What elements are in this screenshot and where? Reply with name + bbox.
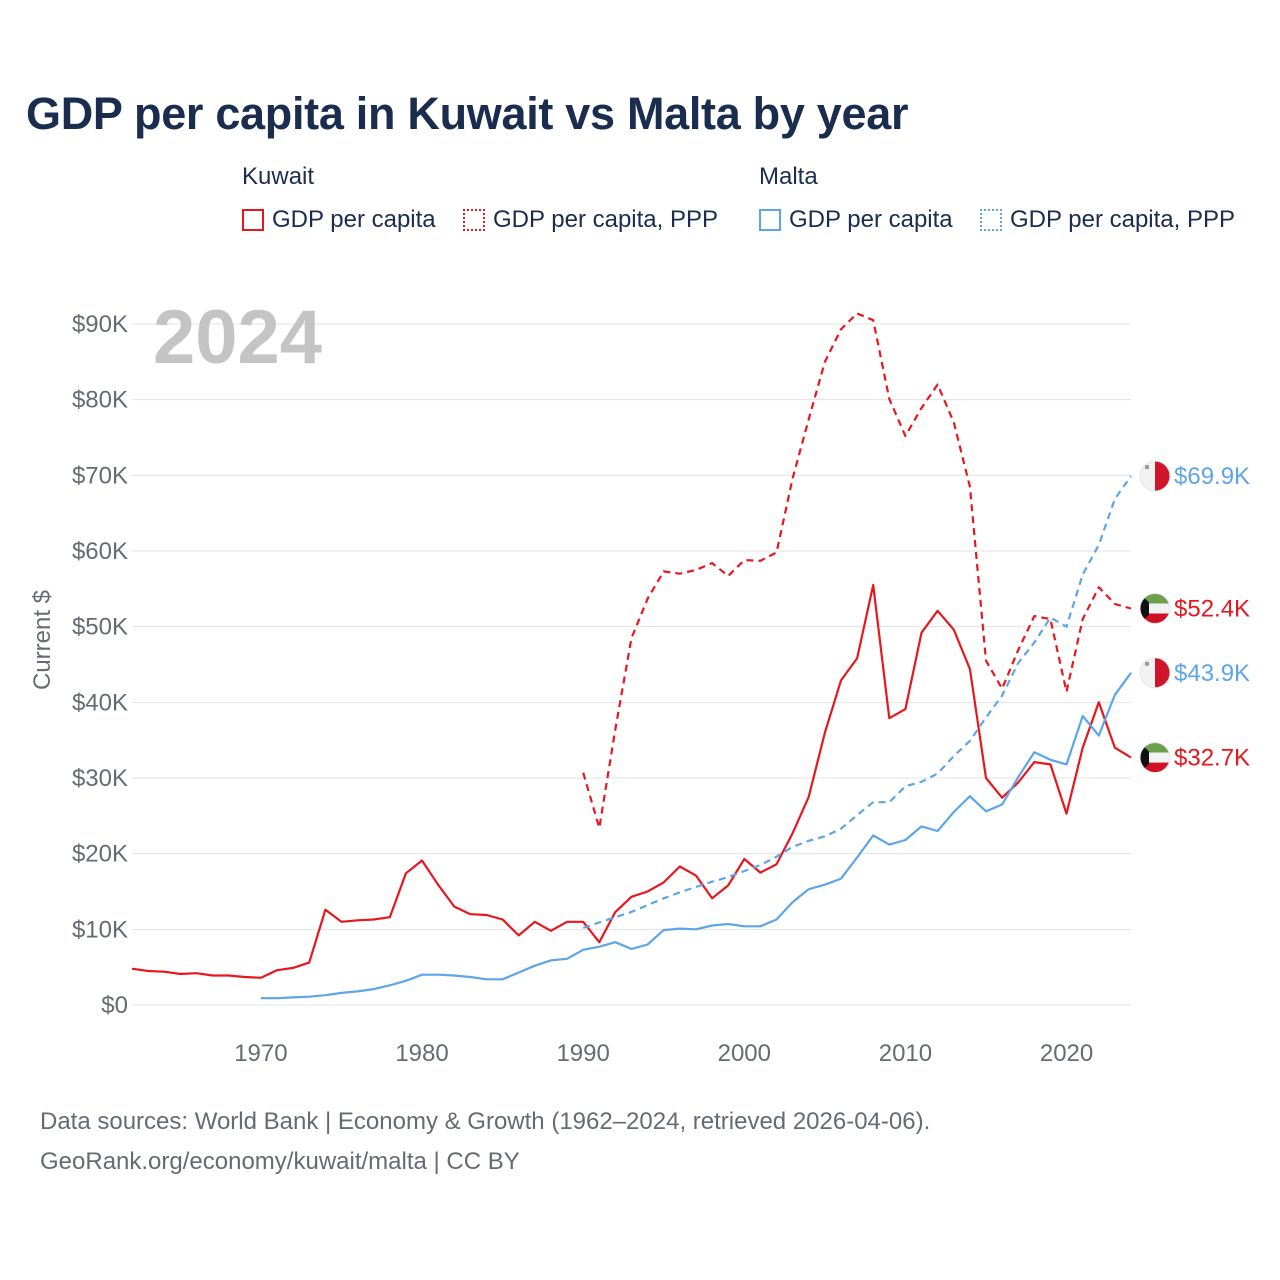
malta-flag-icon bbox=[1139, 657, 1171, 689]
end-value-label: $52.4K bbox=[1174, 596, 1250, 623]
series-line-malta-gdp-per-capita-ppp bbox=[582, 475, 1132, 929]
legend-swatch-malta-gdp-ppp bbox=[980, 209, 1002, 231]
end-labels: $69.9K $52.4K $43.9K $32.7K bbox=[1139, 460, 1250, 774]
footer-sources: Data sources: World Bank | Economy & Gro… bbox=[40, 1108, 931, 1135]
legend-swatch-kuwait-gdp-ppp bbox=[463, 209, 485, 231]
legend-item-kuwait-gdp-ppp[interactable]: GDP per capita, PPP bbox=[463, 205, 718, 235]
end-value-label: $32.7K bbox=[1174, 745, 1250, 772]
y-tick-label: $60K bbox=[72, 538, 128, 565]
legend-label-malta-gdp-ppp: GDP per capita, PPP bbox=[1010, 206, 1235, 233]
legend-label-kuwait-gdp-ppp: GDP per capita, PPP bbox=[493, 206, 718, 233]
x-axis-ticks: 1970 1980 1990 2000 2010 2020 bbox=[234, 1040, 1093, 1067]
y-tick-label: $90K bbox=[72, 311, 128, 338]
series-line-malta-gdp-per-capita bbox=[260, 672, 1132, 1000]
series-line-kuwait-gdp-per-capita bbox=[131, 583, 1132, 979]
legend-item-kuwait-gdp[interactable]: GDP per capita bbox=[242, 205, 436, 235]
legend-label-malta-gdp: GDP per capita bbox=[789, 206, 953, 233]
chart-title: GDP per capita in Kuwait vs Malta by yea… bbox=[26, 88, 909, 139]
legend-swatch-kuwait-gdp bbox=[242, 209, 264, 231]
footer-attribution: GeoRank.org/economy/kuwait/malta | CC BY bbox=[40, 1148, 520, 1175]
x-tick-label: 2020 bbox=[1040, 1040, 1093, 1067]
x-tick-label: 2010 bbox=[879, 1040, 932, 1067]
grid-lines bbox=[132, 323, 1131, 1006]
malta-flag-icon bbox=[1139, 460, 1171, 492]
y-tick-label: $0 bbox=[101, 992, 128, 1019]
series-lines bbox=[131, 312, 1132, 1000]
y-axis-ticks: $0 $10K $20K $30K $40K $50K $60K $70K $80K $90K bbox=[72, 311, 128, 1019]
y-tick-label: $50K bbox=[72, 614, 128, 641]
y-tick-label: $20K bbox=[72, 841, 128, 868]
legend-label-kuwait-gdp: GDP per capita bbox=[272, 206, 436, 233]
x-tick-label: 1970 bbox=[234, 1040, 287, 1067]
legend-item-malta-gdp-ppp[interactable]: GDP per capita, PPP bbox=[980, 205, 1235, 235]
y-tick-label: $40K bbox=[72, 689, 128, 716]
series-line-kuwait-gdp-per-capita-ppp bbox=[582, 312, 1132, 829]
y-tick-label: $30K bbox=[72, 765, 128, 792]
legend-group-malta: Malta bbox=[759, 163, 818, 190]
legend-swatch-malta-gdp bbox=[759, 209, 781, 231]
x-tick-label: 2000 bbox=[718, 1040, 771, 1067]
y-tick-label: $10K bbox=[72, 916, 128, 943]
legend-group-kuwait: Kuwait bbox=[242, 163, 315, 190]
legend-item-malta-gdp[interactable]: GDP per capita bbox=[759, 205, 953, 235]
end-value-label: $43.9K bbox=[1174, 660, 1250, 687]
end-value-label: $69.9K bbox=[1174, 463, 1250, 490]
y-axis-label: Current $ bbox=[29, 590, 56, 690]
x-tick-label: 1990 bbox=[556, 1040, 609, 1067]
y-tick-label: $70K bbox=[72, 462, 128, 489]
kuwait-flag-icon bbox=[1139, 593, 1171, 624]
y-tick-label: $80K bbox=[72, 387, 128, 414]
x-tick-label: 1980 bbox=[395, 1040, 448, 1067]
year-watermark: 2024 bbox=[153, 295, 322, 380]
kuwait-flag-icon bbox=[1139, 742, 1171, 774]
